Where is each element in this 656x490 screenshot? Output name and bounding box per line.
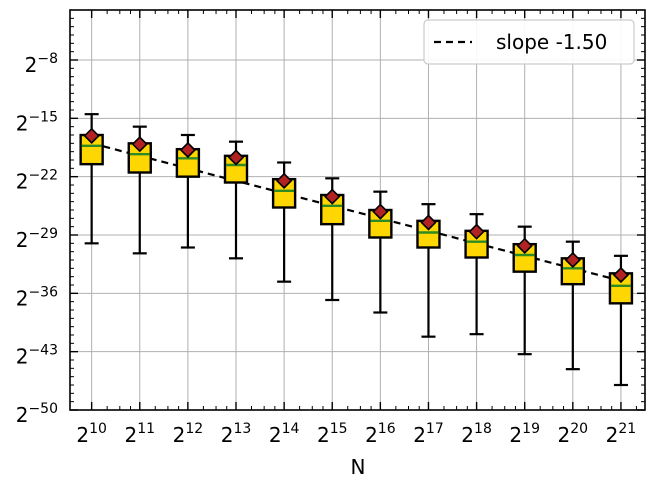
y-tick-label: 2−43 [16, 343, 58, 369]
x-tick-label: 212 [173, 421, 204, 447]
box-mean-marker [324, 188, 341, 205]
y-tick-label: 2−8 [25, 51, 58, 77]
box-6 [320, 177, 345, 302]
legend-box [423, 19, 635, 65]
box-mean-marker [275, 172, 293, 189]
x-tick-label: 219 [509, 421, 540, 447]
box-3 [175, 133, 201, 249]
x-tick-label: 210 [76, 421, 107, 447]
x-tick-label: 216 [365, 421, 396, 447]
box-9 [464, 213, 489, 336]
x-tick-label: 217 [413, 421, 444, 447]
x-axis-label: N [351, 455, 366, 479]
grid-layer [70, 10, 645, 411]
tick-labels-layer: 210 211 212 213 214 215 216 217 218 219 220 221 2−8 2… [16, 51, 637, 447]
box-2 [127, 125, 152, 255]
box-7 [368, 190, 393, 314]
y-tick-label: 2−22 [16, 168, 58, 194]
x-tick-label: 211 [124, 421, 155, 447]
box-12 [608, 254, 634, 387]
y-tick-label: 2−15 [16, 109, 58, 135]
y-tick-label: 2−50 [16, 401, 58, 427]
axes-layer [69, 9, 646, 411]
box-mean-marker [420, 214, 437, 231]
box-mean-marker [468, 223, 485, 240]
box-mean-marker [131, 136, 148, 153]
box-mean-marker [564, 251, 581, 269]
x-tick-label: 214 [269, 421, 300, 447]
box-1 [79, 113, 104, 245]
box-mean-marker [179, 141, 197, 159]
box-mean-marker [516, 237, 533, 254]
box-11 [560, 240, 586, 371]
y-tick-label: 2−29 [16, 226, 58, 252]
box-mean-marker [372, 203, 389, 220]
x-tick-label: 213 [221, 421, 252, 447]
legend-entry-label: slope -1.50 [496, 30, 607, 54]
x-tick-label: 220 [558, 421, 589, 447]
box-mean-marker [612, 266, 630, 284]
box-5 [271, 161, 297, 283]
box-mean-marker [83, 127, 100, 144]
y-tick-label: 2−36 [16, 284, 58, 310]
x-tick-label: 215 [317, 421, 348, 447]
reference-line-layer [91, 142, 622, 282]
boxes-layer [79, 113, 634, 387]
box-8 [416, 203, 441, 338]
plot-frame [69, 9, 646, 411]
box-4 [223, 140, 249, 260]
x-tick-label: 218 [461, 421, 492, 447]
reference-slope-line [91, 142, 622, 282]
box-10 [512, 225, 537, 356]
x-tick-label: 221 [606, 421, 637, 447]
box-mean-marker [227, 149, 245, 166]
legend: slope -1.50 [423, 19, 635, 65]
